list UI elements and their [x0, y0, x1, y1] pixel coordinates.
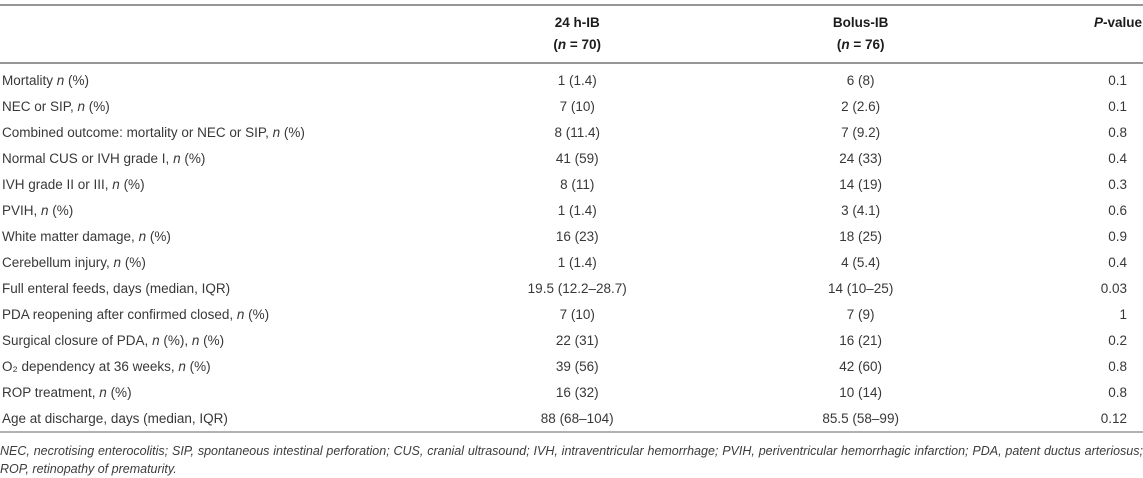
value-cell-24h: 39 (56) [555, 358, 599, 374]
table-row: Surgical closure of PDA, n (%), n (%) 22… [0, 327, 1143, 353]
p-value-cell: 0.03 [1100, 280, 1127, 296]
value-cell-24h: 16 (32) [555, 384, 599, 400]
value-cell-24h: 8 (11) [560, 176, 595, 192]
value-cell-24h: 41 (59) [555, 150, 599, 166]
table-header: 24 h-IB (n = 70) Bolus-IB (n = 76) P-val… [0, 5, 1143, 63]
value-cell-bolus: 6 (8) [846, 72, 875, 88]
table-row: Age at discharge, days (median, IQR) 88 … [0, 405, 1143, 432]
table-body: Mortality n (%) 1 (1.4) 6 (8) 0.1 NEC or… [0, 63, 1143, 432]
header-bolus-ib-name: Bolus-IB [832, 15, 889, 30]
table-row: O₂ dependency at 36 weeks, n (%) 39 (56)… [0, 353, 1143, 379]
value-cell-24h: 1 (1.4) [557, 202, 597, 218]
p-value-cell: 0.4 [1108, 150, 1127, 166]
row-label: ROP treatment, n (%) [2, 384, 132, 400]
table-row: White matter damage, n (%) 16 (23) 18 (2… [0, 223, 1143, 249]
row-label: Normal CUS or IVH grade I, n (%) [2, 150, 206, 166]
row-label: Age at discharge, days (median, IQR) [2, 410, 228, 426]
row-label: PVIH, n (%) [2, 202, 74, 218]
table-row: IVH grade II or III, n (%) 8 (11) 14 (19… [0, 171, 1143, 197]
p-value-cell: 0.8 [1108, 124, 1127, 140]
value-cell-24h: 1 (1.4) [557, 72, 597, 88]
p-value-cell: 0.12 [1100, 410, 1127, 426]
value-cell-24h: 7 (10) [559, 306, 595, 322]
table-row: PDA reopening after confirmed closed, n … [0, 301, 1143, 327]
value-cell-bolus: 18 (25) [839, 228, 883, 244]
value-cell-bolus: 10 (14) [839, 384, 883, 400]
table-row: Normal CUS or IVH grade I, n (%) 41 (59)… [0, 145, 1143, 171]
p-value-cell: 0.9 [1108, 228, 1127, 244]
row-label: Cerebellum injury, n (%) [2, 254, 146, 270]
header-24h-ib: 24 h-IB (n = 70) [437, 5, 718, 63]
value-cell-24h: 22 (31) [555, 332, 599, 348]
header-p-value: P-value [1093, 15, 1142, 30]
table-row: ROP treatment, n (%) 16 (32) 10 (14) 0.8 [0, 379, 1143, 405]
p-value-cell: 0.2 [1108, 332, 1127, 348]
header-bolus-ib: Bolus-IB (n = 76) [718, 5, 1004, 63]
outcomes-table: 24 h-IB (n = 70) Bolus-IB (n = 76) P-val… [0, 4, 1143, 433]
value-cell-bolus: 85.5 (58–99) [822, 410, 899, 426]
abbreviations-footnote: NEC, necrotising enterocolitis; SIP, spo… [0, 444, 1143, 476]
p-value-cell: 0.8 [1108, 358, 1127, 374]
row-label: NEC or SIP, n (%) [2, 98, 110, 114]
value-cell-24h: 1 (1.4) [557, 254, 597, 270]
value-cell-bolus: 42 (60) [839, 358, 883, 374]
p-value-cell: 0.1 [1108, 98, 1127, 114]
value-cell-bolus: 24 (33) [839, 150, 883, 166]
value-cell-24h: 19.5 (12.2–28.7) [527, 280, 627, 296]
row-label: White matter damage, n (%) [2, 228, 171, 244]
p-value-cell: 1 [1119, 306, 1127, 322]
row-label: Mortality n (%) [2, 72, 90, 88]
value-cell-24h: 8 (11.4) [554, 124, 600, 140]
row-label: O₂ dependency at 36 weeks, n (%) [2, 358, 211, 374]
value-cell-bolus: 14 (19) [839, 176, 883, 192]
header-empty-cell [0, 5, 437, 63]
p-value-cell: 0.4 [1108, 254, 1127, 270]
header-row: 24 h-IB (n = 70) Bolus-IB (n = 76) P-val… [0, 5, 1143, 63]
table-row: Combined outcome: mortality or NEC or SI… [0, 119, 1143, 145]
row-label: Full enteral feeds, days (median, IQR) [2, 280, 231, 296]
header-24h-ib-name: 24 h-IB [554, 15, 600, 30]
value-cell-24h: 16 (23) [555, 228, 599, 244]
value-cell-bolus: 4 (5.4) [841, 254, 881, 270]
row-label: IVH grade II or III, n (%) [2, 176, 145, 192]
table-row: Full enteral feeds, days (median, IQR) 1… [0, 275, 1143, 301]
value-cell-bolus: 2 (2.6) [841, 98, 881, 114]
value-cell-bolus: 14 (10–25) [828, 280, 894, 296]
table-row: PVIH, n (%) 1 (1.4) 3 (4.1) 0.6 [0, 197, 1143, 223]
value-cell-bolus: 3 (4.1) [841, 202, 881, 218]
value-cell-bolus: 16 (21) [839, 332, 883, 348]
value-cell-bolus: 7 (9) [846, 306, 875, 322]
value-cell-bolus: 7 (9.2) [841, 124, 881, 140]
row-label: Combined outcome: mortality or NEC or SI… [2, 124, 305, 140]
row-label: Surgical closure of PDA, n (%), n (%) [2, 332, 225, 348]
p-value-cell: 0.1 [1108, 72, 1127, 88]
table-row: Cerebellum injury, n (%) 1 (1.4) 4 (5.4)… [0, 249, 1143, 275]
header-bolus-ib-n: (n = 76) [836, 37, 885, 52]
value-cell-24h: 88 (68–104) [540, 410, 614, 426]
table-row: NEC or SIP, n (%) 7 (10) 2 (2.6) 0.1 [0, 93, 1143, 119]
value-cell-24h: 7 (10) [559, 98, 595, 114]
header-24h-ib-n: (n = 70) [553, 37, 602, 52]
row-label: PDA reopening after confirmed closed, n … [2, 306, 270, 322]
p-value-cell: 0.3 [1108, 176, 1127, 192]
table-row: Mortality n (%) 1 (1.4) 6 (8) 0.1 [0, 63, 1143, 93]
p-value-cell: 0.6 [1108, 202, 1127, 218]
p-value-cell: 0.8 [1108, 384, 1127, 400]
